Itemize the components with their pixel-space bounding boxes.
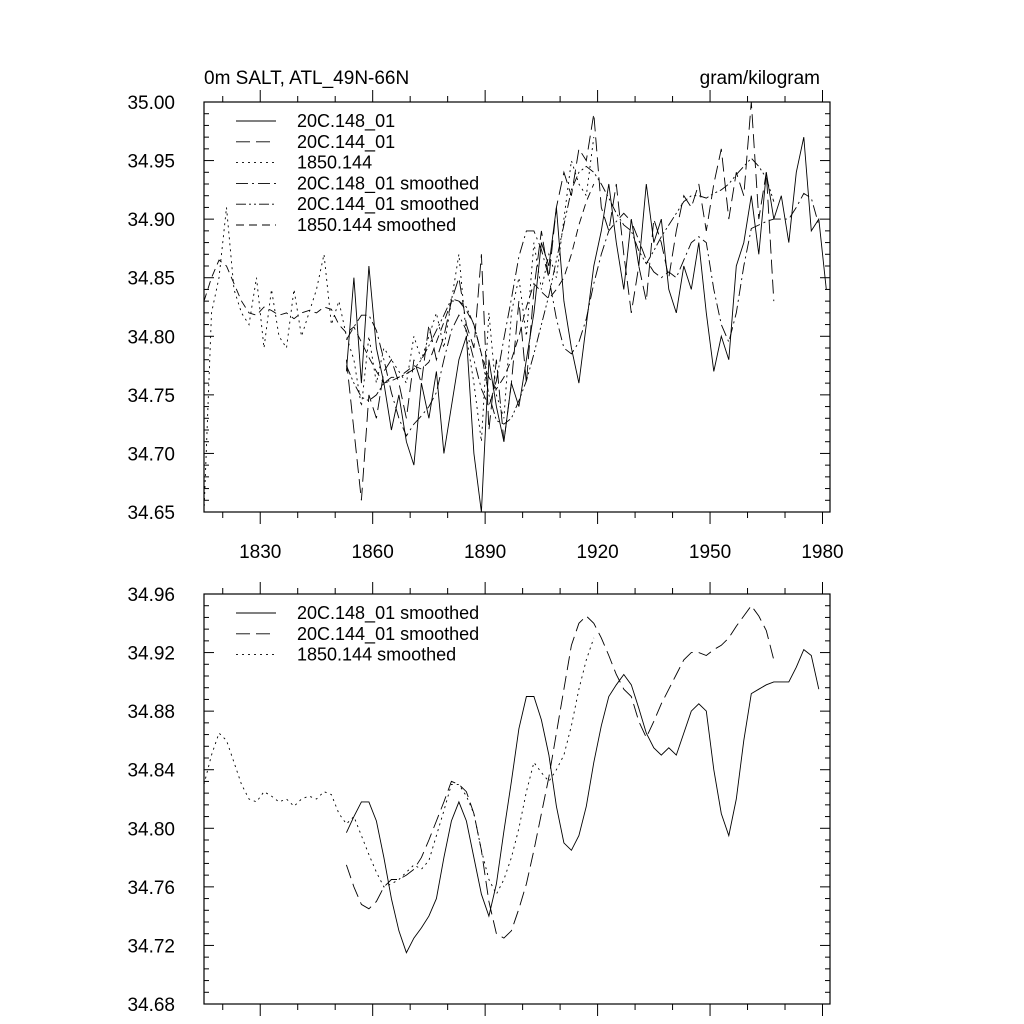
y-tick-label: 34.65 xyxy=(127,503,175,524)
legend-label: 20C.144_01 smoothed xyxy=(297,194,479,215)
y-tick-label: 34.88 xyxy=(127,702,175,723)
y-tick-label: 34.85 xyxy=(127,269,175,290)
y-tick-label: 34.68 xyxy=(127,995,175,1016)
units-label: gram/kilogram xyxy=(700,68,820,89)
chart-title: 0m SALT, ATL_49N-66N xyxy=(204,68,409,89)
series-line-1 xyxy=(345,648,820,954)
legend-label: 20C.148_01 smoothed xyxy=(297,603,479,624)
legend-label: 1850.144 xyxy=(297,153,372,173)
x-tick-label: 1950 xyxy=(689,542,731,563)
x-tick-label: 1860 xyxy=(352,542,394,563)
legend-label: 20C.144_01 smoothed xyxy=(297,624,479,645)
plot-frame xyxy=(203,593,831,1005)
chart-panel-1: 34.65 34.70 34.75 34.80 34.85 34.90 34.95 35.00… xyxy=(127,68,843,563)
series-line-5 xyxy=(345,157,775,425)
x-tick-label: 1980 xyxy=(801,542,843,563)
x-tick-label: 1890 xyxy=(464,542,506,563)
y-tick-label: 34.76 xyxy=(127,878,175,899)
chart-panel-2: 34.68 34.72 34.76 34.80 34.84 34.88 34.92 34.96… xyxy=(127,582,831,1016)
series-line-4 xyxy=(346,192,820,437)
y-tick-label: 34.95 xyxy=(127,152,175,173)
y-tick-label: 34.92 xyxy=(127,644,175,665)
series-line-6 xyxy=(204,183,595,390)
y-tick-label: 34.90 xyxy=(127,210,175,231)
series-line-2 xyxy=(345,102,775,501)
legend-label: 20C.148_01 xyxy=(297,111,395,132)
y-tick-label: 34.84 xyxy=(127,761,175,782)
y-tick-label: 34.75 xyxy=(127,386,175,407)
series-line-3 xyxy=(204,637,595,896)
plot-frame xyxy=(203,101,831,513)
x-tick-label: 1830 xyxy=(239,542,281,563)
y-tick-label: 35.00 xyxy=(127,93,175,114)
series-line-2 xyxy=(345,604,775,939)
x-tick-label: 1920 xyxy=(576,542,618,563)
series-line-1 xyxy=(345,137,827,512)
series-line-3 xyxy=(204,137,595,512)
y-tick-label: 34.96 xyxy=(127,585,175,606)
y-tick-label: 34.80 xyxy=(127,819,175,840)
y-tick-label: 34.80 xyxy=(127,327,175,348)
legend-label: 1850.144 smoothed xyxy=(297,645,456,665)
legend-label: 20C.144_01 xyxy=(297,132,395,153)
legend-label: 20C.148_01 smoothed xyxy=(297,173,479,194)
y-tick-label: 34.72 xyxy=(127,936,175,957)
y-tick-label: 34.70 xyxy=(127,444,175,465)
legend-label: 1850.144 smoothed xyxy=(297,215,456,235)
